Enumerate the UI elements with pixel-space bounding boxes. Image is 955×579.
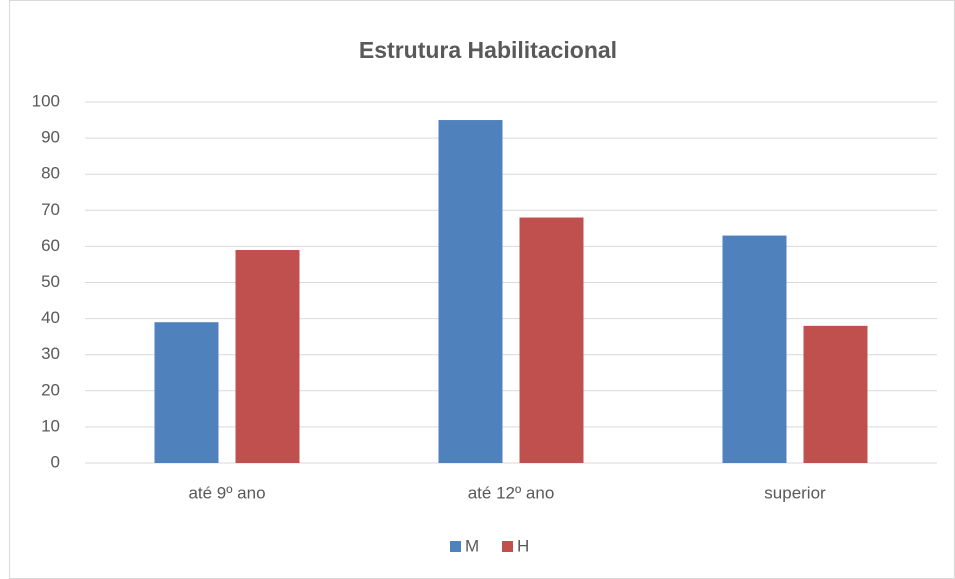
legend-swatch (450, 541, 461, 552)
y-tick-label: 30 (41, 344, 60, 363)
y-tick-label: 20 (41, 380, 60, 399)
bar (235, 250, 300, 463)
x-tick-label: até 9º ano (188, 483, 265, 502)
bar (722, 235, 787, 463)
y-tick-label: 40 (41, 308, 60, 327)
y-tick-label: 60 (41, 236, 60, 255)
y-tick-label: 0 (51, 452, 60, 471)
x-tick-label: até 12º ano (468, 483, 555, 502)
y-tick-label: 90 (41, 128, 60, 147)
y-tick-label: 50 (41, 272, 60, 291)
legend-swatch (502, 541, 513, 552)
legend-label: M (465, 536, 479, 555)
y-tick-label: 100 (32, 91, 60, 110)
y-tick-label: 10 (41, 416, 60, 435)
bar (154, 322, 219, 463)
bar (438, 120, 503, 464)
x-tick-label: superior (764, 483, 826, 502)
y-tick-label: 80 (41, 164, 60, 183)
legend-label: H (517, 536, 529, 555)
bar (803, 325, 868, 463)
chart-title: Estrutura Habilitacional (359, 37, 617, 63)
y-tick-label: 70 (41, 200, 60, 219)
bar (519, 217, 584, 463)
